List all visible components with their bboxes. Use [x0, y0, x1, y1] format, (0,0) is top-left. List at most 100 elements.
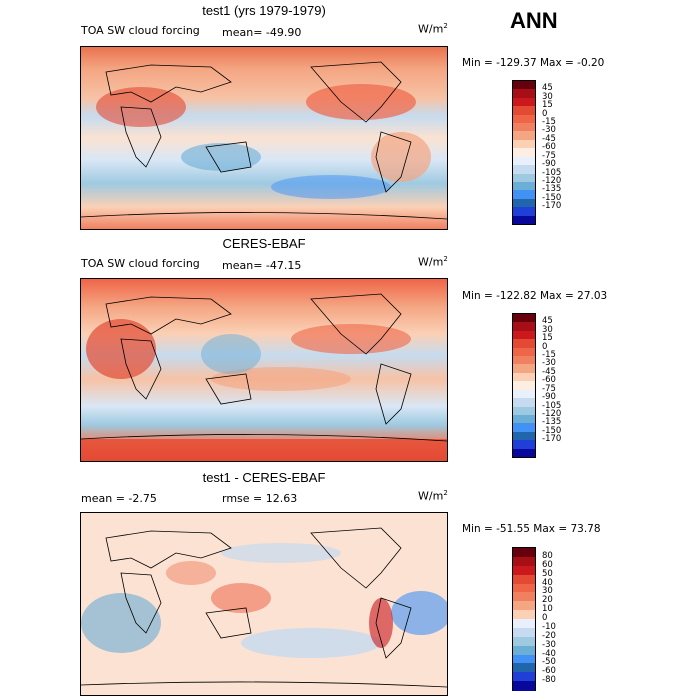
colorbar-segment [513, 173, 535, 183]
colorbar-tick-label: -15 [542, 350, 556, 361]
panel-title: CERES-EBAF [222, 236, 306, 251]
units-label: W/m2 [418, 489, 448, 503]
colorbar-segment [513, 356, 535, 365]
colorbar-tick-label: 0 [542, 613, 548, 623]
colorbar-segment [513, 583, 535, 593]
colorbar-tick-label: 20 [542, 595, 553, 606]
colorbar-tick-label: -45 [542, 366, 556, 377]
map-field [81, 513, 447, 695]
colorbar-segment [513, 636, 535, 647]
colorbar-segment [513, 215, 535, 225]
variable-label: TOA SW cloud forcing [81, 257, 200, 270]
colorbar-tick-label: -30 [542, 358, 556, 369]
colorbar-tick-label: -60 [542, 666, 556, 677]
map-test1 [80, 46, 448, 230]
colorbar-segment [513, 381, 535, 391]
colorbar-segment [513, 156, 535, 166]
map-field [81, 279, 447, 461]
colorbar-segment [513, 123, 535, 132]
colorbar-segment [513, 181, 535, 191]
colorbar-segment [513, 314, 535, 323]
colorbar-tick-label: 60 [542, 559, 553, 570]
colorbar-segment [513, 106, 535, 116]
colorbar-tick-label: 45 [542, 83, 553, 94]
colorbar-tick-label: -170 [542, 201, 562, 212]
panel-title: test1 - CERES-EBAF [202, 470, 326, 485]
rmse-label: rmse = 12.63 [222, 492, 298, 505]
colorbar-tick-label: -150 [542, 425, 562, 436]
colorbar-tick-label: -120 [542, 175, 562, 186]
mean-label: mean= -49.90 [222, 26, 302, 39]
colorbar-segment [513, 681, 535, 691]
colorbar-segment [513, 431, 535, 441]
map-ceres-ebaf [80, 278, 448, 462]
colorbar-tick-label: -150 [542, 192, 562, 203]
colorbar-tick-label: -90 [542, 392, 556, 403]
colorbar-segment [513, 81, 535, 90]
colorbar-tick-label: -60 [542, 375, 556, 386]
colorbar-tick-label: -40 [542, 648, 556, 659]
colorbar-segment [513, 654, 535, 664]
colorbar-segment [513, 372, 535, 382]
colorbar-tick-label: 40 [542, 577, 553, 588]
colorbar-segment [513, 627, 535, 638]
colorbar-tick-label: 30 [542, 91, 553, 102]
colorbar-tick-label: 45 [542, 316, 553, 327]
colorbar-tick-label: -135 [542, 417, 562, 428]
colorbar-segment [513, 364, 535, 374]
colorbar-segment [513, 645, 535, 655]
colorbar-segment [513, 398, 535, 408]
colorbar [512, 80, 536, 225]
colorbar-segment [513, 672, 535, 682]
colorbar-tick-label: -80 [542, 675, 556, 686]
colorbar-tick-label: -75 [542, 383, 556, 394]
colorbar-segment [513, 389, 535, 399]
colorbar-tick-label: -105 [542, 400, 562, 411]
units-label: W/m2 [418, 255, 448, 269]
colorbar [512, 313, 536, 458]
colorbar-tick-label: -50 [542, 657, 556, 668]
units-label: W/m2 [418, 22, 448, 36]
colorbar-segment [513, 610, 535, 620]
colorbar-segment [513, 414, 535, 424]
colorbar-segment [513, 114, 535, 124]
map-field [81, 47, 447, 229]
colorbar-tick-label: 50 [542, 568, 553, 579]
colorbar [512, 547, 536, 691]
colorbar-tick-label: -135 [542, 184, 562, 195]
colorbar-tick-label: -60 [542, 142, 556, 153]
colorbar-segment [513, 556, 535, 567]
colorbar-tick-label: 0 [542, 341, 548, 352]
season-label: ANN [510, 8, 558, 33]
colorbar-tick-label: 0 [542, 108, 548, 119]
min-max-label: Min = -51.55 Max = 73.78 [462, 523, 601, 535]
colorbar-segment [513, 663, 535, 673]
colorbar-tick-label: 80 [542, 550, 553, 561]
min-max-label: Min = -129.37 Max = -0.20 [462, 57, 605, 69]
min-max-label: Min = -122.82 Max = 27.03 [462, 290, 608, 302]
colorbar-segment [513, 198, 535, 208]
colorbar-tick-label: -170 [542, 434, 562, 445]
colorbar-segment [513, 440, 535, 450]
colorbar-segment [513, 448, 535, 458]
colorbar-segment [513, 139, 535, 149]
colorbar-segment [513, 423, 535, 433]
colorbar-segment [513, 574, 535, 584]
colorbar-tick-label: -15 [542, 117, 556, 128]
colorbar-segment [513, 592, 535, 602]
colorbar-segment [513, 322, 535, 332]
colorbar-tick-label: 15 [542, 100, 553, 111]
colorbar-tick-label: 15 [542, 333, 553, 344]
variable-label: TOA SW cloud forcing [81, 24, 200, 37]
colorbar-segment [513, 565, 535, 576]
colorbar-segment [513, 97, 535, 107]
colorbar-tick-label: -45 [542, 133, 556, 144]
colorbar-tick-label: -90 [542, 159, 556, 170]
colorbar-tick-label: -20 [542, 630, 556, 641]
colorbar-tick-label: 30 [542, 586, 553, 597]
colorbar-segment [513, 207, 535, 217]
colorbar-tick-label: -30 [542, 125, 556, 136]
mean-label: mean = -2.75 [81, 492, 157, 505]
colorbar-tick-label: -10 [542, 621, 556, 632]
colorbar-tick-label: -30 [542, 639, 556, 650]
